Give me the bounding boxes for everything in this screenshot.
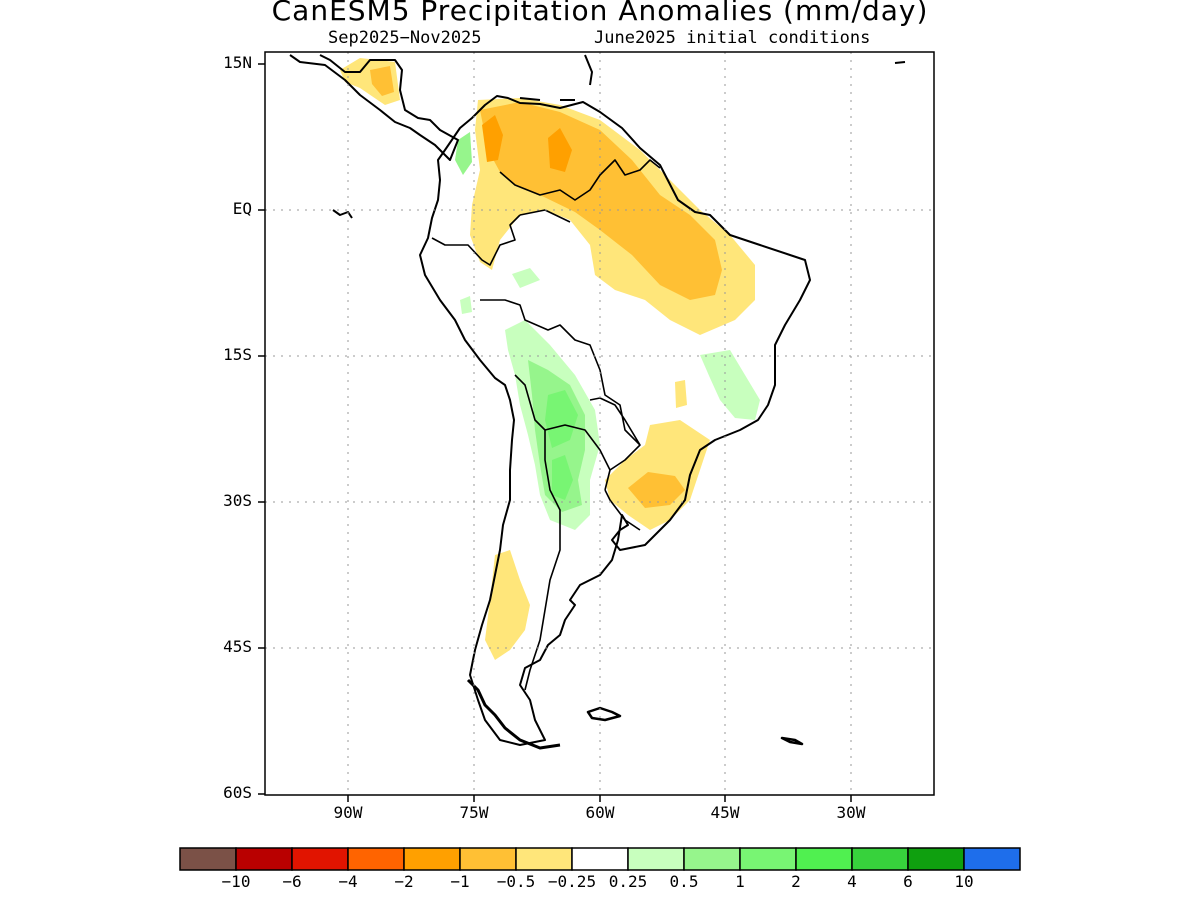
dry-anomaly-southeast-medium [628,472,685,508]
colorbar-swatch [347,847,405,871]
colorbar-tick-label: 4 [847,872,857,891]
colorbar-tick-label: 6 [903,872,913,891]
colorbar-tick-label: −2 [394,872,414,891]
dry-anomaly-guyana-strong [548,128,572,172]
colorbar-swatch [459,847,517,871]
map-title: CanESM5 Precipitation Anomalies (mm/day) [271,0,929,27]
caribbean-islands [519,54,906,101]
tick-marks [258,63,852,802]
colorbar-tick-label: 0.25 [608,872,648,891]
colorbar-swatch [403,847,461,871]
wet-anomaly-paraguay-core [552,455,573,500]
wet-anomaly-peru-small [460,296,472,314]
lat-label-15s: 15S [223,345,252,364]
colorbar [179,847,1021,871]
lon-label-90w: 90W [333,803,363,822]
wet-anomaly-bolivia-core [545,390,578,448]
colorbar-swatch [571,847,629,871]
dry-anomaly-patagonia [485,550,530,660]
lat-label-eq: EQ [232,199,252,218]
wet-anomaly-amazon-small [512,268,540,288]
dry-anomaly-brazil-east-small [675,380,687,408]
colorbar-tick-label: −6 [282,872,302,891]
initial-conditions-subtitle: June2025 initial conditions [594,28,871,48]
colorbar-swatch [235,847,293,871]
wet-anomaly-colombia [455,132,472,175]
anomaly-shading [340,58,760,660]
colorbar-tick-label: 0.5 [669,872,699,891]
south-georgia [780,736,804,746]
colorbar-swatch [795,847,853,871]
colorbar-swatch [291,847,349,871]
falkland-islands [586,706,622,722]
colorbar-swatch [851,847,909,871]
colorbar-tick-label: −0.25 [547,872,597,891]
dry-anomaly-central-america-medium [370,66,394,96]
colorbar-tick-label: −1 [450,872,470,891]
season-subtitle: Sep2025−Nov2025 [328,28,482,48]
dry-anomaly-north-medium [480,102,722,300]
lat-label-60s: 60S [223,783,252,802]
lat-label-30s: 30S [223,491,252,510]
colorbar-swatch [683,847,741,871]
galapagos-islands [332,209,353,219]
colorbar-tick-label: 2 [791,872,801,891]
lon-label-30w: 30W [836,803,866,822]
wet-anomaly-brazil-east [700,350,760,420]
colorbar-swatch [515,847,573,871]
lon-label-45w: 45W [710,803,740,822]
lat-label-45s: 45S [223,637,252,656]
colorbar-swatch [739,847,797,871]
colorbar-tick-label: 1 [735,872,745,891]
colorbar-tick-label: −4 [338,872,358,891]
colorbar-tick-label: −10 [221,872,251,891]
colorbar-tick-label: 10 [954,872,974,891]
central-america-coastline [289,54,459,161]
colorbar-tick-label: −0.5 [496,872,536,891]
lon-label-60w: 60W [585,803,615,822]
colorbar-swatch [627,847,685,871]
tierra-del-fuego [466,678,561,750]
lon-label-75w: 75W [459,803,489,822]
colorbar-swatch [907,847,965,871]
dry-anomaly-venezuela-strong [482,115,503,162]
south-america-coastline [419,95,811,746]
lat-label-15n: 15N [223,53,252,72]
colorbar-swatch [179,847,237,871]
colorbar-swatch [963,847,1021,871]
